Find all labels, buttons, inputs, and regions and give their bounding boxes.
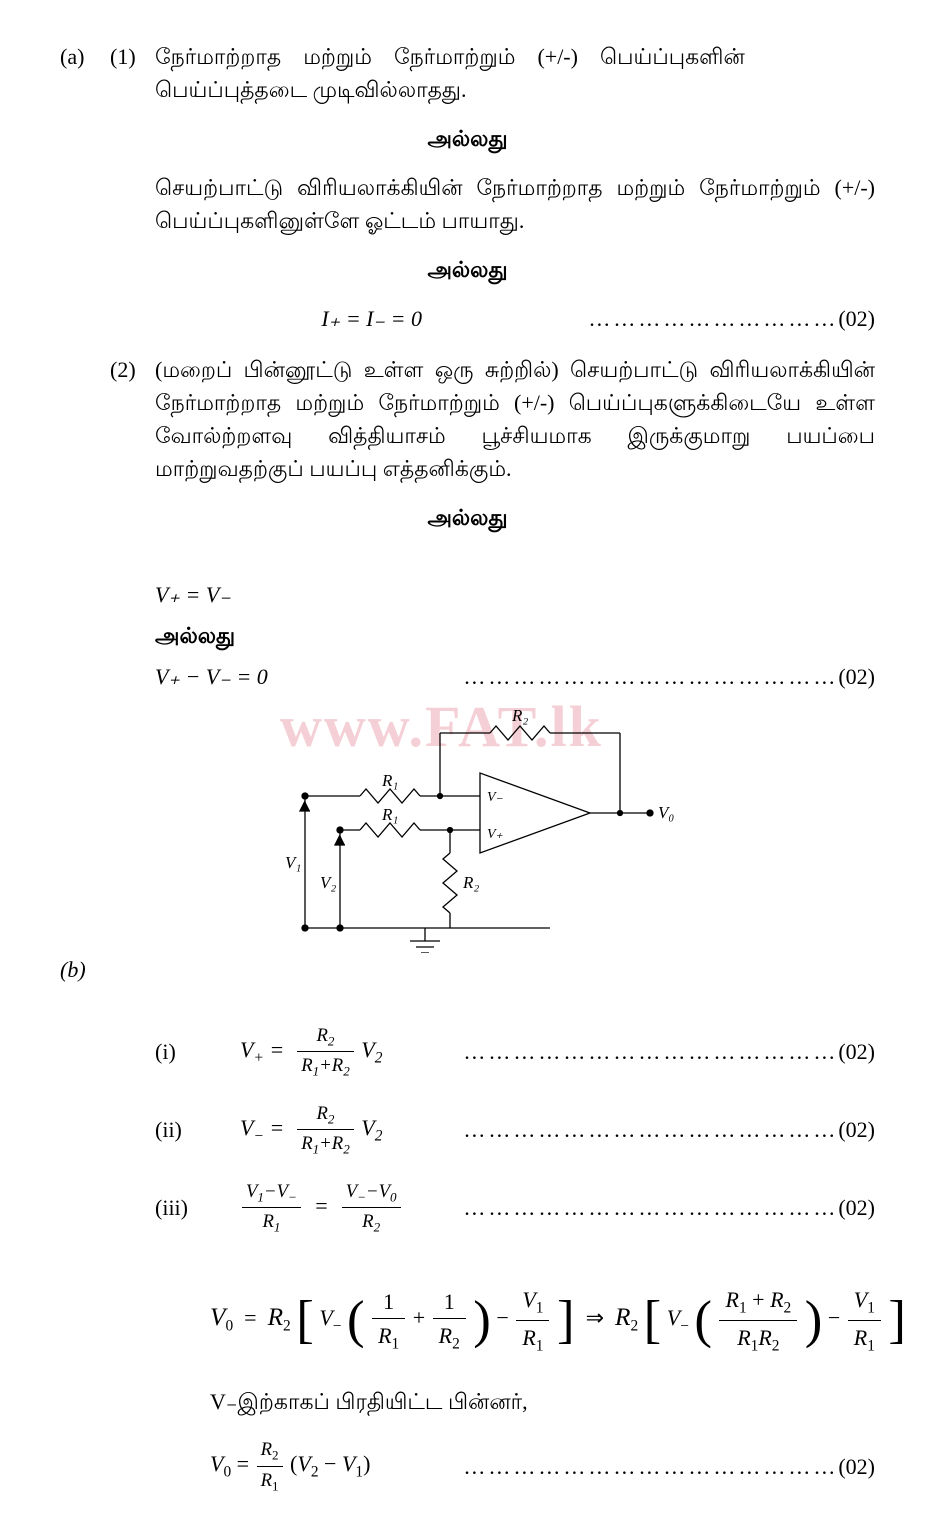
a1-alt: செயற்பாட்டு விரியலாக்கியின் நேர்மாற்றாத …	[60, 171, 875, 237]
section-a1: (a) (1) நேர்மாற்றாத மற்றும் நேர்மாற்றும்…	[60, 40, 875, 106]
or-1: அல்லது	[60, 122, 875, 155]
b-i: (i) V+ = R2R1+R2 V2 ……………………………………… (02)	[60, 1022, 875, 1082]
a2-text: (மறைப் பின்னூட்டு உள்ள ஒரு சுற்றில்) செய…	[155, 353, 875, 485]
eq-vdiff-row: V₊ − V₋ = 0 ……………………………………… (02)	[60, 660, 875, 693]
eq-vdiff: V₊ − V₋ = 0	[155, 660, 268, 693]
svg-text:V₁: V₁	[285, 853, 301, 872]
mark-bii: (02)	[838, 1113, 875, 1146]
mark-biii: (02)	[838, 1191, 875, 1224]
opamp-circuit: R₂ R₁ R₁ R₂ V₁ V₂ V₋ V₊ V₀	[250, 693, 750, 953]
eq-i: I₊ = I₋ = 0	[155, 302, 588, 335]
label-2: (2)	[110, 353, 155, 386]
section-b: (b)	[60, 953, 875, 986]
a1-text2: செயற்பாட்டு விரியலாக்கியின் நேர்மாற்றாத …	[155, 171, 875, 237]
or-3: அல்லது	[60, 501, 875, 534]
mark-bi: (02)	[838, 1035, 875, 1068]
dots-1: …………………………	[588, 302, 838, 335]
b-iii: (iii) V1−V−R1 = V−−V0R2 ……………………………………… …	[60, 1178, 875, 1238]
b-ii: (ii) V− = R2R1+R2 V2 ……………………………………… (02…	[60, 1100, 875, 1160]
dots-2: ………………………………………	[463, 660, 838, 693]
or-4: அல்லது	[60, 619, 875, 652]
svg-text:R₁: R₁	[381, 771, 398, 790]
circuit-region: www.FAT.lk	[60, 693, 875, 953]
svg-text:V₂: V₂	[320, 873, 336, 892]
a1-text1: நேர்மாற்றாத மற்றும் நேர்மாற்றும் (+/-) ப…	[155, 40, 875, 106]
dots-final: ………………………………………	[463, 1450, 838, 1483]
sub-text: V₋இற்காகப் பிரதியிட்ட பின்னர்,	[60, 1385, 875, 1418]
arrow-icon: ⇒	[586, 1305, 604, 1330]
label-ii: (ii)	[155, 1113, 210, 1146]
svg-text:V₋: V₋	[487, 790, 504, 805]
label-b: (b)	[60, 953, 110, 986]
section-a2: (2) (மறைப் பின்னூட்டு உள்ள ஒரு சுற்றில்)…	[60, 353, 875, 485]
label-1: (1)	[110, 40, 155, 73]
svg-text:V₀: V₀	[658, 803, 674, 822]
svg-text:R₂: R₂	[511, 706, 528, 725]
mark-final: (02)	[838, 1450, 875, 1483]
derivation: V0 = R2 [ V− ( 1R1 + 1R2 ) − V1R1 ] ⇒ R2…	[60, 1283, 875, 1357]
final-eq: V0 = R2R1 (V2 − V1) ……………………………………… (02)	[60, 1436, 875, 1496]
dots-biii: ………………………………………	[463, 1191, 838, 1224]
eq-currents: I₊ = I₋ = 0 ………………………… (02)	[60, 302, 875, 335]
label-i: (i)	[155, 1035, 210, 1068]
or-2: அல்லது	[60, 253, 875, 286]
eq-biii: V1−V−R1 = V−−V0R2	[240, 1178, 403, 1238]
eq-bi: V+ = R2R1+R2 V2	[240, 1022, 382, 1082]
label-a: (a)	[60, 40, 110, 73]
svg-text:V₊: V₊	[487, 827, 504, 842]
dots-bii: ………………………………………	[463, 1113, 838, 1146]
mark-2: (02)	[838, 660, 875, 693]
label-iii: (iii)	[155, 1191, 210, 1224]
mark-1: (02)	[838, 302, 875, 335]
svg-text:R₁: R₁	[381, 805, 398, 824]
svg-text:R₂: R₂	[462, 873, 479, 892]
eq-bii: V− = R2R1+R2 V2	[240, 1100, 382, 1160]
dots-bi: ………………………………………	[463, 1035, 838, 1068]
eq-vplus-vminus: V₊ = V₋	[60, 578, 875, 611]
